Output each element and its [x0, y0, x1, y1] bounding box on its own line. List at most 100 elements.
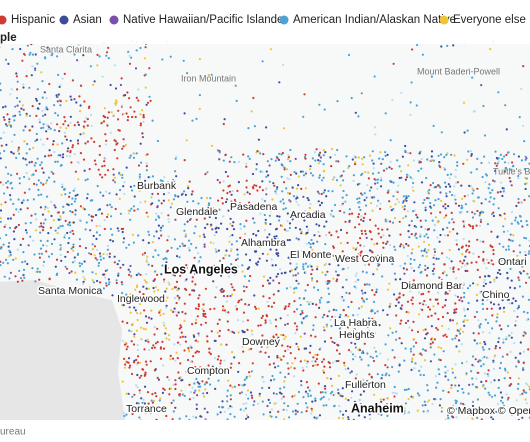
dot [24, 260, 27, 263]
dot [330, 234, 333, 237]
dot [481, 385, 484, 388]
dot [131, 233, 134, 236]
dot [467, 301, 470, 305]
dot [391, 391, 394, 394]
dot [370, 411, 374, 414]
dot [461, 300, 464, 303]
dot [0, 237, 2, 240]
dot [95, 231, 98, 234]
dot [159, 357, 163, 360]
dot [282, 208, 285, 211]
dot [9, 182, 12, 185]
dot [2, 243, 5, 246]
dot [127, 392, 130, 395]
dot [331, 147, 334, 151]
dot [210, 330, 213, 333]
dot [174, 387, 177, 391]
dot [498, 324, 501, 327]
dot [0, 260, 2, 263]
dot [313, 416, 316, 419]
dot [146, 101, 150, 104]
dot [289, 352, 292, 355]
dot [357, 215, 360, 219]
dot [352, 247, 355, 250]
dot [128, 273, 131, 276]
dot [41, 114, 45, 117]
dot [409, 152, 412, 155]
dot [219, 266, 222, 269]
dot [469, 185, 473, 188]
dot [306, 283, 309, 287]
dot [368, 283, 371, 286]
dot [342, 413, 345, 416]
dot [497, 207, 500, 210]
dot [371, 289, 374, 292]
dot [21, 261, 24, 264]
dot [389, 220, 392, 223]
dot [43, 91, 46, 94]
dot [306, 231, 309, 234]
dot [490, 416, 493, 419]
dot [457, 248, 460, 251]
dot [474, 412, 477, 415]
dot [41, 80, 44, 83]
dot [143, 279, 146, 282]
dot [311, 157, 314, 160]
dot [311, 212, 314, 215]
dot [44, 57, 47, 60]
dot [122, 241, 125, 244]
dot [452, 267, 455, 271]
dot [184, 233, 187, 236]
dot [218, 149, 221, 153]
dot [236, 257, 239, 260]
dot [371, 159, 374, 162]
dot [78, 238, 81, 241]
dot [296, 345, 300, 348]
dot [517, 155, 521, 158]
dot [446, 312, 449, 315]
dot [164, 327, 167, 330]
dot [104, 173, 107, 176]
dot [412, 159, 415, 162]
dot-layer [0, 39, 530, 422]
dot [463, 259, 466, 262]
dot [183, 159, 186, 162]
dot [369, 355, 372, 358]
dot [151, 346, 154, 350]
dot [216, 322, 219, 325]
dot [57, 73, 60, 76]
dot [309, 344, 312, 347]
dot [454, 402, 458, 405]
dot [24, 222, 27, 225]
dot [230, 243, 233, 246]
dot [165, 406, 168, 409]
dot [432, 305, 435, 308]
dot [230, 406, 234, 409]
dot [403, 208, 406, 211]
dot [428, 188, 431, 192]
dot [242, 285, 245, 288]
dot [323, 108, 326, 111]
dot [169, 354, 172, 357]
dot [224, 200, 228, 204]
dot [359, 356, 362, 359]
dot [291, 218, 294, 221]
dot [167, 235, 170, 238]
dot [220, 343, 223, 346]
dot [425, 251, 428, 254]
dot [483, 155, 486, 158]
dot [189, 391, 192, 394]
dot [119, 188, 122, 192]
dot [367, 329, 371, 332]
dot [218, 318, 221, 321]
dot [8, 277, 11, 280]
dot [344, 368, 347, 371]
dot [230, 283, 233, 286]
dot [145, 169, 148, 172]
dot [288, 302, 291, 305]
dot [522, 270, 525, 273]
dot [302, 369, 305, 372]
dot [443, 156, 446, 159]
dot [348, 381, 351, 384]
dot [36, 157, 39, 160]
